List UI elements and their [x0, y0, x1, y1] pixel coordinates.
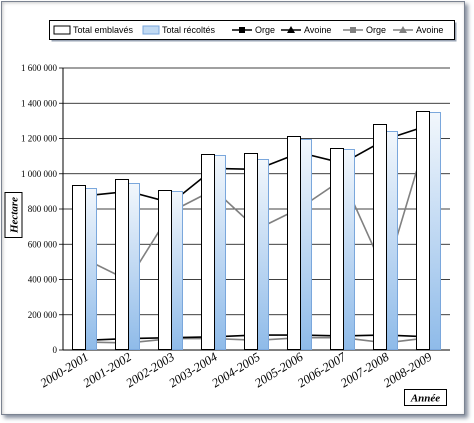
bar-total-emblaves-2008-2009 [415, 111, 430, 350]
y-axis-title-text: Hectare [9, 197, 21, 234]
legend-marker-orge [350, 27, 356, 33]
y-tick-label: 1 000 000 [21, 169, 58, 179]
bar-total-emblaves-2001-2002 [115, 179, 130, 350]
legend-label-avoine: Avoine [304, 25, 331, 35]
legend-item-4-avoine: Avoine [281, 25, 331, 35]
legend-items: Total emblavés Total récoltés Orge Avoine Or… [53, 25, 443, 35]
legend-label-orge: Orge [366, 25, 386, 35]
legend-marker-orge [239, 27, 245, 33]
legend: Total emblavés Total récoltés Orge Avoine Or… [49, 20, 457, 42]
legend-item-2-total-recoltes: Total récoltés [142, 25, 216, 35]
bar-total-emblaves-2007-2008 [372, 123, 387, 350]
y-tick-label: 1 400 000 [21, 98, 58, 108]
legend-item-6-avoine: Avoine [393, 25, 443, 35]
legend-swatch-total-emblaves [53, 25, 71, 35]
bar-total-emblaves-2006-2007 [329, 148, 344, 350]
y-tick-label: 1 200 000 [21, 134, 58, 144]
x-axis-title: Année [404, 389, 447, 406]
bar-total-emblaves-2003-2004 [201, 154, 216, 350]
bar-total-emblaves-2004-2005 [244, 153, 259, 350]
legend-label-total-recoltes: Total récoltés [162, 25, 216, 35]
bar-total-emblaves-2005-2006 [286, 135, 301, 350]
y-tick-label: 1 600 000 [21, 63, 58, 73]
y-tick-label: 800 000 [28, 204, 58, 214]
legend-swatch-total-recoltes [142, 25, 160, 35]
legend-label-orge: Orge [255, 25, 275, 35]
legend-marker-avoine [399, 26, 407, 33]
y-axis-ticks-group: 0 200 000 400 000 600 000 800 000 1 000 000 1 … [21, 63, 63, 355]
legend-item-1-total-emblaves: Total emblavés [53, 25, 134, 35]
x-axis-title-box [404, 389, 447, 406]
legend-label-avoine: Avoine [416, 25, 443, 35]
legend-marker-avoine [287, 26, 295, 33]
x-axis-title-text: Année [410, 393, 440, 405]
bar-total-emblaves-2000-2001 [72, 185, 87, 350]
bar-total-emblaves-2002-2003 [158, 189, 173, 350]
legend-item-3-orge: Orge [232, 25, 275, 35]
legend-item-5-orge: Orge [343, 25, 386, 35]
y-tick-label: 200 000 [28, 310, 58, 320]
y-tick-label: 0 [53, 345, 58, 355]
legend-label-total-emblaves: Total emblavés [73, 25, 134, 35]
y-tick-label: 400 000 [28, 275, 58, 285]
y-axis-title: Hectare [4, 192, 23, 238]
y-axis-title-box [4, 192, 23, 238]
y-tick-label: 600 000 [28, 239, 58, 249]
